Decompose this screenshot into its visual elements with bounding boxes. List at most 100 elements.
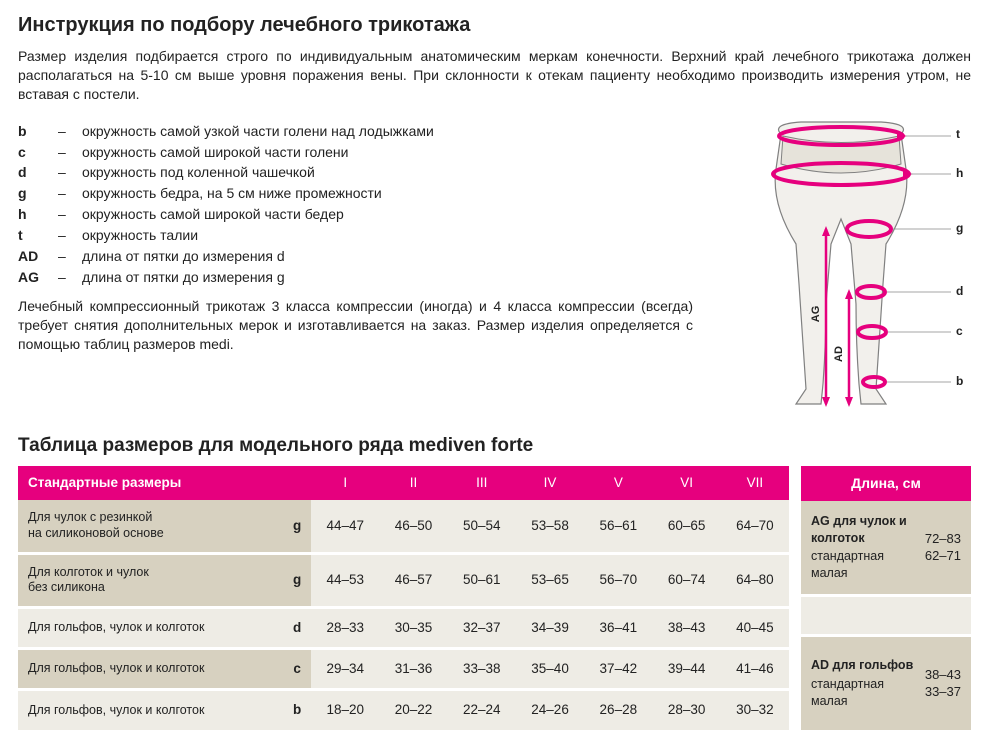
definition-key: c: [18, 143, 48, 162]
definition-row: h–окружность самой широкой части бедер: [18, 205, 693, 224]
size-cell: 20–22: [379, 690, 447, 731]
dash: –: [58, 268, 72, 287]
definition-text: окружность талии: [82, 226, 198, 245]
dash: –: [58, 247, 72, 266]
size-cell: 53–58: [516, 500, 584, 553]
definition-key: b: [18, 122, 48, 141]
row-key: g: [283, 553, 311, 607]
size-cell: 32–37: [448, 607, 516, 648]
row-label: Для чулок с резинкойна силиконовой основ…: [18, 500, 283, 553]
size-cell: 24–26: [516, 690, 584, 731]
length-value: 72–83: [925, 531, 961, 546]
definition-key: g: [18, 184, 48, 203]
diagram-label-ad: AD: [833, 346, 845, 362]
length-value: 62–71: [925, 548, 961, 563]
size-cell: 53–65: [516, 553, 584, 607]
size-cell: 30–32: [721, 690, 789, 731]
definition-text: длина от пятки до измерения g: [82, 268, 285, 287]
size-cell: 46–57: [379, 553, 447, 607]
size-cell: 22–24: [448, 690, 516, 731]
definition-key: t: [18, 226, 48, 245]
diagram-label-g: g: [956, 221, 963, 235]
size-cell: 64–70: [721, 500, 789, 553]
diagram-label-b: b: [956, 374, 963, 388]
definition-row: AD–длина от пятки до измерения d: [18, 247, 693, 266]
length-gap: [801, 597, 971, 637]
size-cell: 35–40: [516, 649, 584, 690]
length-block: AD для гольфов стандартная малая 38–43 33–37: [801, 637, 971, 733]
table-row: Для чулок с резинкойна силиконовой основ…: [18, 500, 789, 553]
definitions-list: b–окружность самой узкой части голени на…: [18, 122, 693, 287]
column-header: VI: [652, 466, 720, 500]
table-title: Таблица размеров для модельного ряда med…: [18, 433, 971, 459]
size-cell: 44–47: [311, 500, 379, 553]
leg-measurement-diagram: t h g d c b: [711, 114, 971, 419]
size-cell: 18–20: [311, 690, 379, 731]
size-cell: 41–46: [721, 649, 789, 690]
definition-row: AG–длина от пятки до измерения g: [18, 268, 693, 287]
size-cell: 34–39: [516, 607, 584, 648]
size-cell: 39–44: [652, 649, 720, 690]
row-label: Для гольфов, чулок и колготок: [18, 607, 283, 648]
diagram-label-c: c: [956, 324, 963, 338]
length-sub: стандартная: [811, 677, 884, 691]
diagram-label-d: d: [956, 284, 963, 298]
diagram-label-t: t: [956, 127, 960, 141]
column-header: VII: [721, 466, 789, 500]
table-row: Для гольфов, чулок и колготокb18–2020–22…: [18, 690, 789, 731]
size-cell: 50–54: [448, 500, 516, 553]
size-cell: 46–50: [379, 500, 447, 553]
length-block: AG для чулок и колготок стандартная малая 7…: [801, 501, 971, 597]
size-cell: 36–41: [584, 607, 652, 648]
size-cell: 37–42: [584, 649, 652, 690]
size-cell: 60–65: [652, 500, 720, 553]
definition-key: h: [18, 205, 48, 224]
definition-row: d–окружность под коленной чашечкой: [18, 163, 693, 182]
size-cell: 33–38: [448, 649, 516, 690]
definition-key: AD: [18, 247, 48, 266]
size-cell: 29–34: [311, 649, 379, 690]
size-cell: 30–35: [379, 607, 447, 648]
table-header-row: Стандартные размеры IIIIIIIVVVIVII: [18, 466, 789, 500]
size-cell: 44–53: [311, 553, 379, 607]
size-cell: 56–61: [584, 500, 652, 553]
length-value: 38–43: [925, 667, 961, 682]
definition-row: t–окружность талии: [18, 226, 693, 245]
header-label: Стандартные размеры: [18, 466, 311, 500]
size-cell: 26–28: [584, 690, 652, 731]
size-cell: 64–80: [721, 553, 789, 607]
column-header: III: [448, 466, 516, 500]
intro-text: Размер изделия подбирается строго по инд…: [18, 47, 971, 104]
definition-text: окружность под коленной чашечкой: [82, 163, 315, 182]
definition-key: d: [18, 163, 48, 182]
row-key: c: [283, 649, 311, 690]
row-label: Для гольфов, чулок и колготок: [18, 649, 283, 690]
size-cell: 40–45: [721, 607, 789, 648]
length-sub: стандартная: [811, 549, 884, 563]
column-header: V: [584, 466, 652, 500]
size-cell: 50–61: [448, 553, 516, 607]
row-key: d: [283, 607, 311, 648]
row-key: b: [283, 690, 311, 731]
page-title: Инструкция по подбору лечебного трикотаж…: [18, 12, 971, 39]
dash: –: [58, 122, 72, 141]
diagram-label-ag: AG: [810, 305, 822, 322]
table-row: Для колготок и чулокбез силиконаg44–5346…: [18, 553, 789, 607]
definition-row: b–окружность самой узкой части голени на…: [18, 122, 693, 141]
definition-text: окружность бедра, на 5 см ниже промежнос…: [82, 184, 382, 203]
definition-text: длина от пятки до измерения d: [82, 247, 285, 266]
length-sub: малая: [811, 694, 848, 708]
dash: –: [58, 226, 72, 245]
length-value: 33–37: [925, 684, 961, 699]
definition-text: окружность самой широкой части бедер: [82, 205, 344, 224]
definition-key: AG: [18, 268, 48, 287]
diagram-label-h: h: [956, 166, 963, 180]
size-table: Стандартные размеры IIIIIIIVVVIVII Для ч…: [18, 466, 789, 732]
row-label: Для колготок и чулокбез силикона: [18, 553, 283, 607]
length-sub: малая: [811, 566, 848, 580]
length-block-title: AD для гольфов: [811, 657, 917, 674]
size-cell: 38–43: [652, 607, 720, 648]
length-block-title: AG для чулок и колготок: [811, 513, 917, 547]
definition-row: c–окружность самой широкой части голени: [18, 143, 693, 162]
table-row: Для гольфов, чулок и колготокc29–3431–36…: [18, 649, 789, 690]
